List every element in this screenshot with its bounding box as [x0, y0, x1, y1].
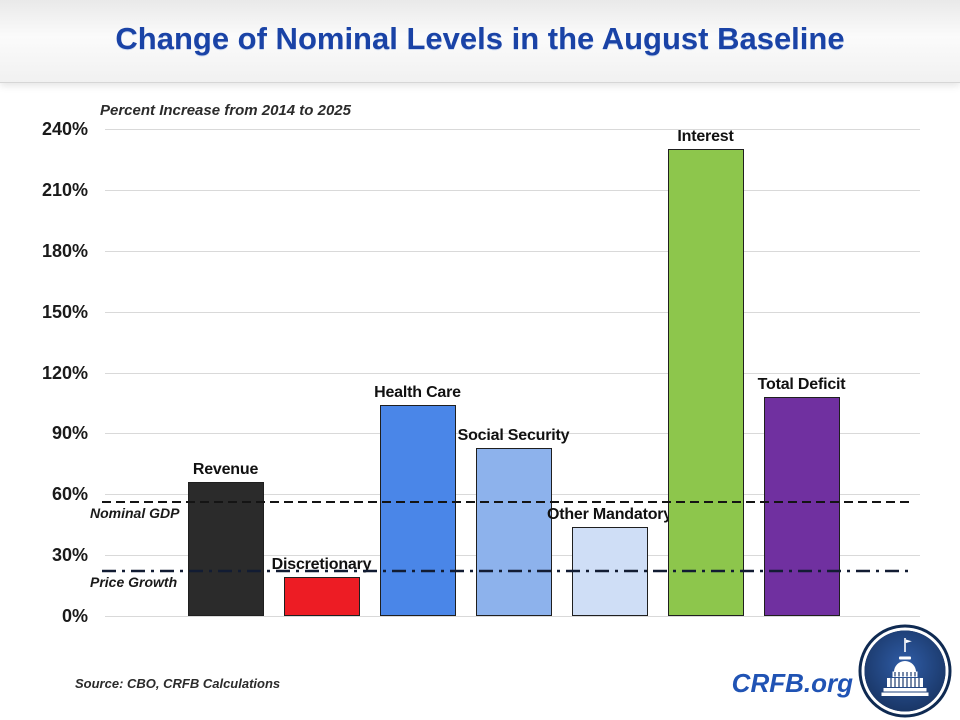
- reference-line-label: Price Growth: [90, 574, 178, 591]
- gridline: [105, 433, 920, 435]
- bar-interest: [667, 149, 744, 616]
- gridline: [105, 250, 920, 252]
- gridline: [105, 372, 920, 374]
- gridline: [105, 311, 920, 313]
- y-tick-label: 90%: [51, 423, 88, 444]
- bar-label: Other Mandatory: [546, 505, 673, 523]
- bar-label: Interest: [677, 128, 734, 146]
- crfb-capitol-logo-icon: [858, 624, 952, 718]
- y-tick-label: 30%: [51, 545, 88, 566]
- bar-revenue: [187, 482, 264, 616]
- reference-line-dashed: [102, 501, 912, 504]
- gridline: [105, 129, 920, 130]
- gridline: [105, 616, 920, 617]
- y-tick-label: 150%: [41, 301, 88, 322]
- brand-text: CRFB.org: [731, 668, 853, 698]
- chart-title: Change of Nominal Levels in the August B…: [115, 21, 845, 56]
- bar-label: Revenue: [192, 461, 259, 479]
- title-bar: Change of Nominal Levels in the August B…: [0, 0, 960, 83]
- bar-label: Discretionary: [271, 556, 372, 574]
- source-note: Source: CBO, CRFB Calculations: [75, 676, 281, 691]
- y-tick-label: 120%: [41, 362, 88, 383]
- bar-social-security: [475, 447, 552, 616]
- bar-discretionary: [283, 577, 360, 616]
- chart-subtitle: Percent Increase from 2014 to 2025: [100, 102, 351, 119]
- y-tick-label: 0%: [61, 606, 88, 626]
- bar-label: Total Deficit: [757, 375, 846, 393]
- reference-line-dash-dot: [102, 570, 912, 573]
- y-tick-label: 180%: [41, 240, 88, 261]
- bar-total-deficit: [763, 396, 840, 616]
- bar-label: Social Security: [457, 426, 570, 444]
- bar-label: Health Care: [374, 383, 461, 401]
- bar-health-care: [379, 404, 456, 616]
- gridline: [105, 189, 920, 191]
- y-tick-label: 210%: [41, 179, 88, 200]
- reference-line-label: Nominal GDP: [90, 505, 180, 522]
- y-tick-label: 240%: [41, 119, 88, 139]
- y-tick-label: 60%: [51, 484, 88, 505]
